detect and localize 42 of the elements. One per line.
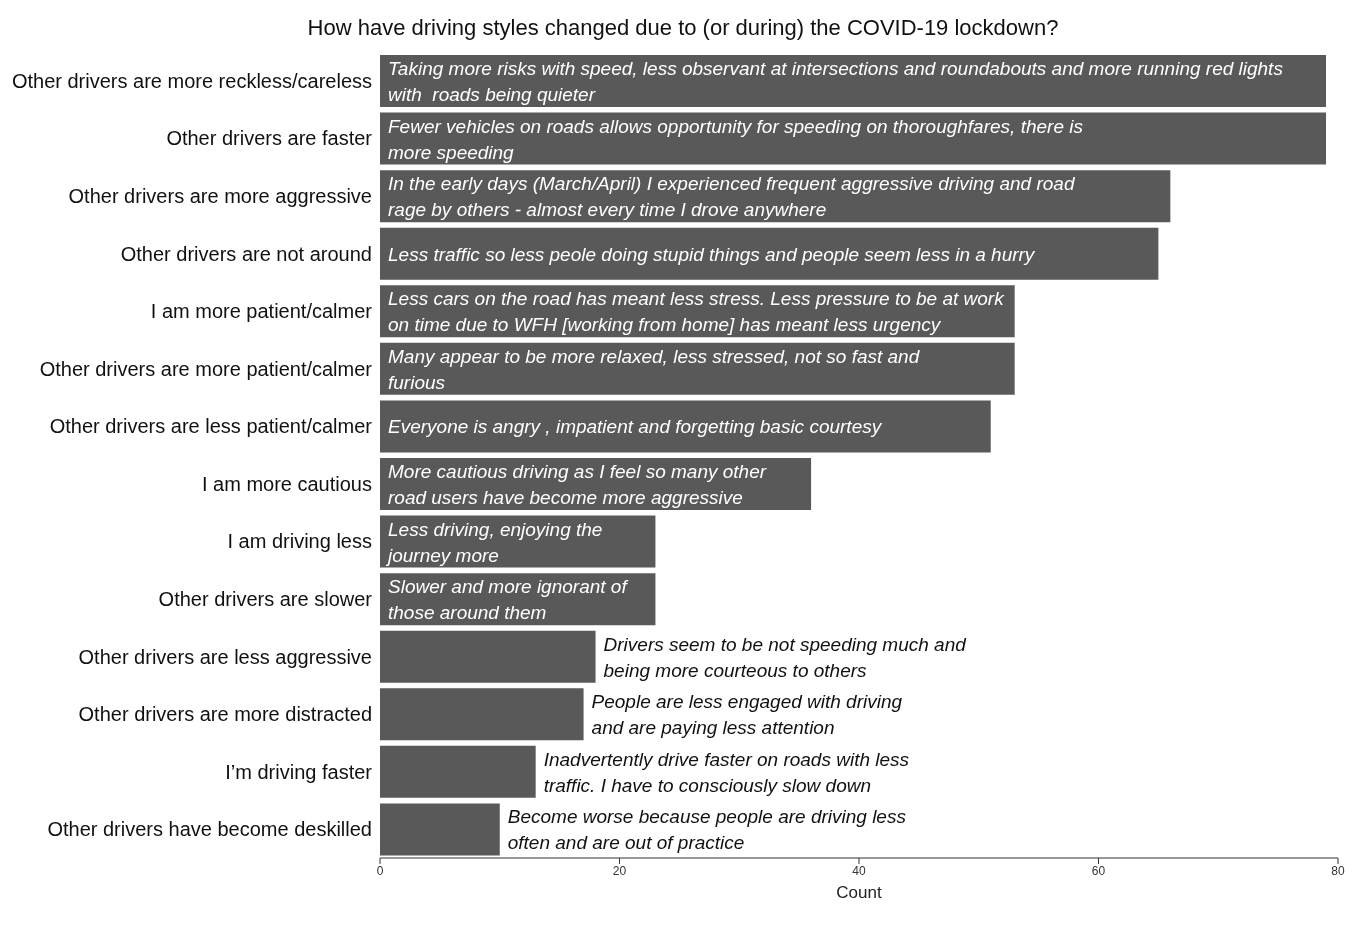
annotation: Fewer vehicles on roads allows opportunity for speeding on thoroughfares, there is more speeding	[388, 115, 1084, 163]
y-tick-label: I am more patient/calmer	[150, 300, 373, 323]
annotation: People are less engaged with driving and are paying less attention	[591, 690, 903, 738]
x-tick-label: 0	[376, 863, 384, 878]
y-tick-label: Other drivers have become deskilled	[47, 818, 372, 841]
annotation: Taking more risks with speed, less observant at intersections and roundabouts and more running red lights with roads being quieter	[388, 57, 1284, 105]
annotation: Less cars on the road has meant less stress. Less pressure to be at work on time due to WFH [working from home] has meant less urgency	[388, 287, 1006, 335]
x-axis-title: Count	[836, 883, 882, 902]
annotation: Less traffic so less peole doing stupid things and people seem less in a hurry	[388, 243, 1036, 265]
bar	[380, 400, 991, 453]
y-tick-label: Other drivers are more distracted	[78, 703, 372, 726]
annotation: Less driving, enjoying the journey more	[385, 518, 603, 566]
y-tick-label: Other drivers are slower	[158, 588, 373, 611]
y-tick-label: Other drivers are not around	[120, 242, 372, 265]
bar	[380, 803, 500, 856]
annotation: Many appear to be more relaxed, less stressed, not so fast and furious	[388, 345, 921, 393]
bar	[380, 630, 596, 683]
y-tick-label: Other drivers are more aggressive	[68, 185, 372, 208]
annotation: Become worse because people are driving less often and are out of practice	[507, 805, 907, 853]
bar	[380, 112, 1327, 165]
y-tick-label: Other drivers are more reckless/careless	[11, 69, 372, 92]
bar	[380, 745, 536, 798]
bar	[380, 227, 1159, 280]
x-tick-label: 60	[1091, 863, 1106, 878]
x-tick-label: 80	[1331, 863, 1345, 878]
y-tick-label: Other drivers are less aggressive	[78, 645, 372, 668]
y-tick-label: I am more cautious	[201, 472, 372, 495]
annotation: Everyone is angry , impatient and forgetting basic courtesy	[388, 415, 883, 437]
annotation: In the early days (March/April) I experienced frequent aggressive driving and road rage by others - almost every time I drove anywhere	[388, 172, 1076, 220]
y-tick-label: I am driving less	[227, 530, 372, 553]
y-tick-label: I’m driving faster	[225, 760, 373, 783]
y-tick-label: Other drivers are faster	[166, 127, 373, 150]
x-tick-label: 20	[612, 863, 627, 878]
annotation: More cautious driving as I feel so many other road users have become more aggressive	[388, 460, 767, 508]
annotation: Slower and more ignorant of those around them	[388, 575, 629, 623]
y-tick-label: Other drivers are less patient/calmer	[49, 415, 373, 438]
y-tick-label: Other drivers are more patient/calmer	[39, 357, 373, 380]
bar	[380, 688, 584, 741]
annotation: Drivers seem to be not speeding much and being more courteous to others	[603, 633, 968, 681]
chart-title: How have driving styles changed due to (or during) the COVID-19 lockdown?	[306, 14, 1060, 42]
annotation: Inadvertently drive faster on roads with less traffic. I have to consciously slow down	[543, 748, 910, 796]
x-tick-label: 40	[852, 863, 866, 878]
